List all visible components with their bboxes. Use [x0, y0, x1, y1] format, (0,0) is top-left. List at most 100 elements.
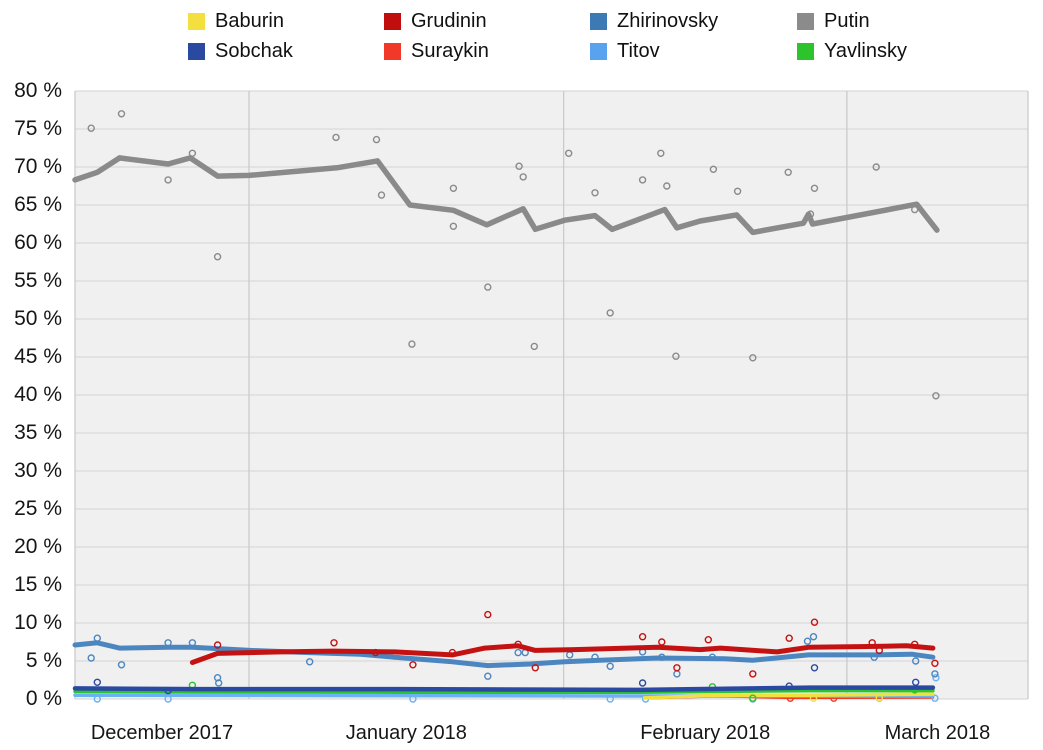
y-axis-label: 70 %: [14, 155, 62, 178]
data-point-grudinin: [931, 659, 939, 667]
data-point-putin: [565, 149, 573, 158]
data-point-putin: [932, 392, 940, 400]
data-point-grudinin: [875, 646, 883, 655]
y-axis-label: 25 %: [14, 497, 62, 520]
data-point-zhirinovsky: [93, 634, 102, 642]
series-line-yavlinsky: [73, 688, 935, 694]
data-point-grudinin: [868, 639, 876, 647]
y-axis-label: 20 %: [14, 535, 62, 558]
legend-item-putin: Putin: [797, 10, 870, 32]
data-point-putin: [530, 342, 538, 351]
data-point-sobchak: [93, 678, 102, 686]
x-axis-label: January 2018: [345, 722, 467, 744]
series-line-putin: [72, 155, 940, 236]
data-point-putin: [408, 340, 416, 348]
x-axis-label: February 2018: [640, 722, 771, 744]
data-point-titov: [93, 695, 102, 703]
data-point-putin: [484, 283, 492, 291]
titov-swatch-icon: [590, 42, 607, 60]
data-point-grudinin: [911, 640, 919, 648]
legend-item-sobchak: Sobchak: [188, 40, 293, 62]
data-point-putin: [515, 162, 523, 170]
data-point-grudinin: [704, 636, 712, 644]
data-point-grudinin: [330, 639, 338, 647]
legend-item-suraykin: Suraykin: [384, 40, 489, 62]
data-point-putin: [749, 354, 757, 362]
series-line-grudinin: [189, 643, 936, 665]
legend-item-baburin: Baburin: [188, 10, 284, 32]
grudinin-swatch-icon: [384, 12, 401, 30]
y-axis-label: 40 %: [14, 383, 62, 406]
data-point-grudinin: [749, 670, 757, 678]
y-axis-label: 60 %: [14, 231, 62, 254]
legend-label: Suraykin: [411, 39, 489, 62]
legend-item-zhirinovsky: Zhirinovsky: [590, 10, 718, 32]
data-point-putin: [663, 182, 671, 190]
legend-label: Baburin: [215, 9, 284, 32]
data-point-grudinin: [213, 641, 222, 649]
data-point-grudinin: [409, 661, 417, 669]
data-point-zhirinovsky: [484, 672, 492, 680]
yavlinsky-swatch-icon: [797, 42, 814, 60]
data-point-putin: [806, 210, 815, 218]
legend-label: Zhirinovsky: [617, 9, 719, 32]
data-point-putin: [672, 352, 680, 360]
data-point-putin: [164, 176, 172, 184]
data-point-sobchak: [810, 664, 819, 672]
legend-label: Grudinin: [411, 9, 487, 32]
data-point-zhirinovsky: [87, 654, 95, 662]
data-point-zhirinovsky: [708, 653, 717, 661]
data-point-grudinin: [371, 648, 380, 657]
y-axis-label: 65 %: [14, 193, 62, 216]
data-point-zhirinovsky: [606, 662, 614, 670]
y-axis-label: 0 %: [25, 687, 62, 710]
series-line-sobchak: [72, 685, 936, 693]
y-axis-label: 55 %: [14, 269, 62, 292]
data-point-grudinin: [514, 640, 522, 648]
data-point-grudinin: [673, 664, 681, 672]
data-point-zhirinovsky: [803, 637, 812, 645]
series-line-baburin: [642, 692, 935, 700]
putin-swatch-icon: [797, 12, 814, 30]
y-axis-label: 5 %: [25, 649, 62, 672]
data-point-zhirinovsky: [188, 639, 197, 647]
data-point-grudinin: [484, 610, 492, 619]
data-point-zhirinovsky: [809, 633, 818, 641]
legend-item-grudinin: Grudinin: [384, 10, 487, 32]
suraykin-swatch-icon: [384, 42, 401, 60]
data-point-sobchak: [785, 682, 793, 690]
y-axis-label: 15 %: [14, 573, 62, 596]
data-point-putin: [449, 222, 458, 231]
legend-label: Titov: [617, 39, 660, 62]
data-point-putin: [449, 184, 458, 193]
data-point-grudinin: [638, 633, 647, 641]
data-point-putin: [372, 135, 381, 144]
data-point-titov: [164, 695, 172, 703]
y-axis-label: 75 %: [14, 117, 62, 140]
data-point-sobchak: [638, 679, 647, 687]
x-axis-label: March 2018: [884, 722, 991, 744]
data-point-putin: [377, 191, 386, 199]
data-point-putin: [87, 124, 95, 132]
data-point-grudinin: [810, 618, 819, 626]
y-axis-label: 35 %: [14, 421, 62, 444]
data-point-zhirinovsky: [306, 658, 314, 666]
data-point-putin: [213, 253, 222, 261]
data-point-putin: [519, 173, 527, 181]
data-point-titov: [932, 674, 940, 682]
y-axis-label: 80 %: [14, 79, 62, 102]
data-point-putin: [591, 189, 599, 197]
y-axis-label: 45 %: [14, 345, 62, 368]
data-point-zhirinovsky: [164, 639, 172, 647]
data-point-putin: [784, 168, 792, 177]
data-point-zhirinovsky: [514, 648, 522, 657]
data-point-putin: [117, 110, 126, 118]
data-point-putin: [332, 133, 340, 142]
data-point-putin: [911, 205, 919, 214]
data-point-titov: [409, 695, 417, 703]
y-axis-label: 10 %: [14, 611, 62, 634]
zhirinovsky-swatch-icon: [590, 12, 607, 30]
y-axis-label: 50 %: [14, 307, 62, 330]
legend-label: Putin: [824, 9, 870, 32]
